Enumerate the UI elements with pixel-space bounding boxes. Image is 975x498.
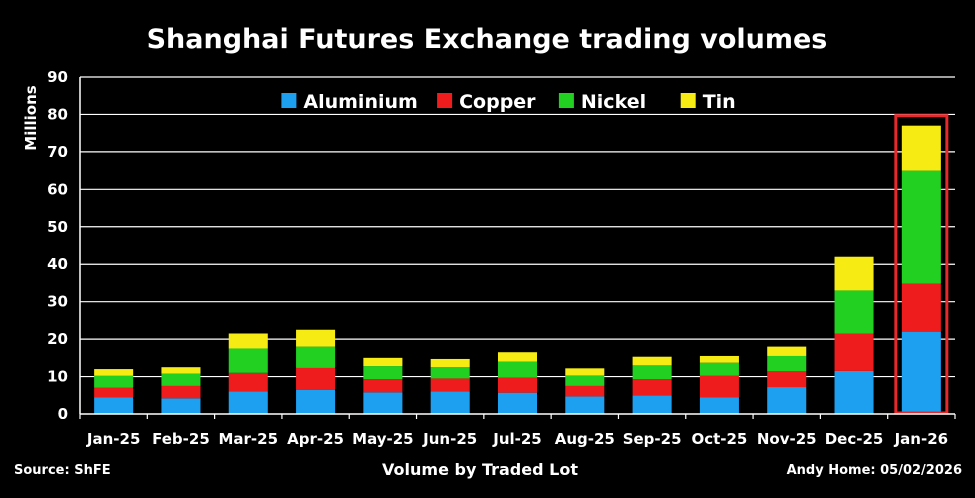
bar-segment-tin: [834, 256, 874, 291]
y-axis-label: Millions: [22, 85, 40, 150]
bars: [94, 114, 949, 415]
y-tick-label: 50: [47, 218, 68, 236]
bar-segment-nickel: [94, 375, 134, 388]
x-tick-label: Jun-25: [422, 430, 477, 448]
bar-segment-copper: [901, 283, 941, 332]
y-tick-label: 60: [47, 180, 68, 198]
bar-segment-nickel: [161, 373, 201, 386]
bar-segment-nickel: [834, 290, 874, 334]
bar-segment-aluminium: [296, 389, 336, 414]
y-tick-label: 90: [47, 68, 68, 86]
credit-note: Andy Home: 05/02/2026: [787, 463, 962, 478]
gridlines: [80, 76, 955, 378]
bar-segment-copper: [565, 385, 605, 397]
bar-segment-nickel: [699, 362, 739, 376]
bar-segment-tin: [363, 357, 403, 367]
bar-segment-copper: [497, 377, 538, 393]
bar-segment-aluminium: [699, 397, 739, 414]
bar-segment-aluminium: [94, 397, 134, 414]
y-tick-label: 20: [47, 330, 68, 348]
bar-segment-tin: [901, 125, 941, 171]
x-tick-label: Dec-25: [825, 430, 884, 448]
chart-title: Shanghai Futures Exchange trading volume…: [147, 24, 828, 55]
bar-segment-nickel: [767, 355, 807, 372]
bar-segment-copper: [632, 379, 672, 396]
x-tick-label: Sep-25: [623, 430, 682, 448]
x-tick-label: Jan-25: [86, 430, 140, 448]
x-tick-label: Nov-25: [757, 430, 817, 448]
x-tick-label: Jan-26: [894, 430, 948, 448]
bar-segment-nickel: [296, 346, 336, 368]
bar-segment-aluminium: [901, 331, 941, 414]
legend-swatch: [437, 93, 453, 108]
bar-segment-tin: [296, 329, 336, 347]
legend-label: Nickel: [581, 91, 646, 113]
bar-segment-copper: [363, 379, 403, 393]
x-tick-label: Apr-25: [287, 430, 344, 448]
x-tick-label: May-25: [352, 430, 413, 448]
bar-segment-aluminium: [228, 391, 268, 414]
bar-segment-nickel: [565, 375, 605, 386]
bar-segment-aluminium: [834, 370, 874, 414]
bar-segment-copper: [430, 378, 470, 392]
bar-segment-aluminium: [497, 392, 538, 414]
bar-segment-aluminium: [363, 392, 403, 414]
bar-segment-aluminium: [767, 387, 807, 414]
bar-segment-nickel: [228, 348, 268, 373]
x-tick-label: Mar-25: [218, 430, 278, 448]
bar-segment-copper: [767, 371, 807, 388]
legend-item-aluminium: Aluminium: [281, 91, 418, 113]
x-tick-label: Feb-25: [152, 430, 210, 448]
bar-segment-aluminium: [430, 391, 470, 414]
y-tick-label: 80: [47, 105, 68, 123]
highlight-box: [894, 114, 949, 415]
bar-segment-tin: [565, 368, 605, 376]
legend-swatch: [558, 93, 574, 108]
legend-item-nickel: Nickel: [558, 91, 646, 113]
bar-segment-tin: [767, 346, 807, 356]
legend-item-copper: Copper: [437, 91, 536, 113]
legend: Aluminium Copper Nickel Tin: [281, 91, 736, 113]
x-tick-label: Jul-25: [492, 430, 542, 448]
legend-label: Aluminium: [303, 91, 417, 113]
bar-segment-nickel: [363, 366, 403, 380]
axes: 0 10 20 30 40 50 60 70 80 90 Jan-25 Feb-25 Mar-25 Apr…: [47, 68, 956, 448]
bar-segment-copper: [94, 387, 134, 398]
bar-segment-copper: [699, 375, 739, 398]
bar-segment-tin: [94, 369, 134, 376]
bar-segment-nickel: [632, 365, 672, 380]
x-tick-label: Aug-25: [555, 430, 615, 448]
y-tick-label: 40: [47, 255, 68, 273]
bar-segment-nickel: [430, 367, 470, 379]
legend-label: Copper: [459, 91, 536, 113]
x-tick-label: Oct-25: [691, 430, 747, 448]
bar-segment-aluminium: [632, 395, 672, 414]
source-note: Source: ShFE: [14, 463, 111, 478]
bar-segment-tin: [161, 367, 201, 374]
bar-segment-copper: [296, 367, 336, 390]
bar-segment-aluminium: [565, 396, 605, 414]
bar-segment-aluminium: [161, 398, 201, 414]
legend-swatch: [680, 93, 696, 108]
legend-item-tin: Tin: [680, 91, 736, 113]
bar-segment-copper: [161, 385, 201, 399]
legend-label: Tin: [703, 91, 736, 113]
y-tick-label: 70: [47, 143, 68, 161]
y-tick-label: 30: [47, 293, 68, 311]
legend-swatch: [281, 93, 297, 108]
bar-segment-tin: [632, 356, 672, 366]
bar-segment-tin: [699, 355, 739, 363]
bar-segment-copper: [228, 372, 268, 392]
bar-segment-tin: [497, 352, 538, 362]
x-axis-label: Volume by Traded Lot: [382, 460, 578, 479]
bar-segment-tin: [228, 333, 268, 349]
bar-segment-nickel: [497, 361, 538, 378]
y-tick-label: 10: [47, 368, 68, 386]
y-tick-label: 0: [58, 405, 68, 423]
bar-segment-nickel: [901, 170, 941, 284]
bar-segment-copper: [834, 333, 874, 371]
bar-segment-tin: [430, 358, 470, 368]
